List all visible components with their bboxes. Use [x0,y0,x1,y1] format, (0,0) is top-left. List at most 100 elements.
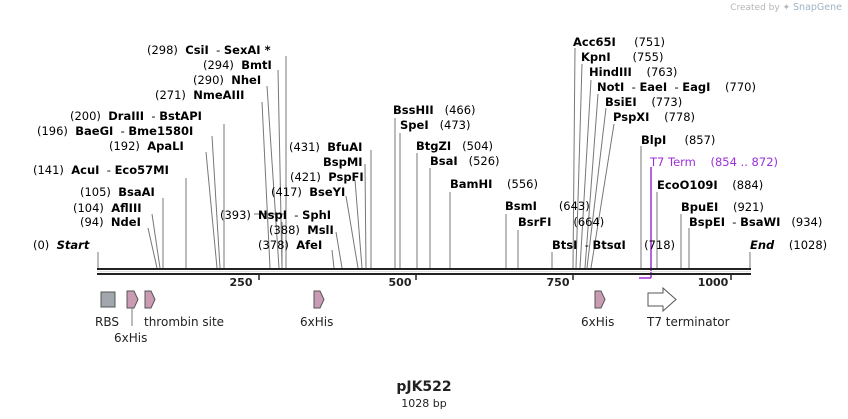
site-name: BsmI [505,199,537,213]
site-baegi[interactable]: (196) BaeGI - Bme1580I [37,124,194,138]
site-pos: (298) [147,43,178,57]
site-nspi[interactable]: NspI - SphI [258,208,332,222]
site-pos: (105) [80,185,111,199]
site-blpi[interactable]: BlpI (857) [641,133,715,147]
site-name: EcoO109I [657,178,718,192]
site-pos: (526) [468,154,500,168]
site-bsmi[interactable]: BsmI (643) [505,199,590,213]
site-pos: (504) [462,139,494,153]
site-name: NspI [258,208,287,222]
site-kpni[interactable]: KpnI (755) [581,50,663,64]
site-ecoo109i[interactable]: EcoO109I (884) [657,178,763,192]
site-pos: (884) [732,178,764,192]
site-csii[interactable]: (298) CsiI - SexAI * [147,43,271,57]
site-pos: (378) [258,238,289,252]
site-pos: (421) [290,170,321,184]
plasmid-name: pJK522 [396,379,452,395]
site-start[interactable]: (0) Start [33,238,89,252]
site-name: KpnI [581,50,611,64]
credit-brand: SnapGene [793,2,842,13]
site-pos: (473) [439,118,471,132]
site-pos: (921) [732,200,764,214]
site-pos: (755) [632,50,664,64]
t7-term-bracket [639,167,652,279]
site-name-2: SphI [302,208,332,222]
site-pos: (290) [193,73,224,87]
site-pos: (773) [651,95,683,109]
feature-label-rbs: RBS [95,315,119,329]
site-spei[interactable]: SpeI (473) [400,118,471,132]
site-msli[interactable]: (388) MslI [269,223,334,237]
site-name: HindIII [589,65,632,79]
site-afei[interactable]: (378) AfeI [258,238,322,252]
site-name-2: SexAI * [223,43,271,57]
site-end[interactable]: End (1028) [750,238,827,252]
site-pos: (104) [73,201,104,215]
site-pos: (664) [573,215,605,229]
feature-t7-term-label[interactable]: T7 Term (854 .. 872) [650,155,778,169]
feature-t7-terminator [647,286,677,313]
site-noti[interactable]: NotI - EaeI - EagI (770) [597,80,756,94]
site-name-3: EagI [682,80,711,94]
feature-6xhis-1 [126,290,139,326]
site-name: BlpI [641,133,667,147]
site-name: End [750,238,775,252]
site-pos: (751) [634,35,666,49]
dna-backbone [97,268,751,275]
site-bfuai[interactable]: (431) BfuAI [289,140,362,154]
site-pspfi[interactable]: (421) PspFI [290,170,364,184]
site-pos: (763) [646,65,678,79]
site-nhei[interactable]: (290) NheI [193,73,261,87]
site-bspei[interactable]: BspEI - BsaWI (934) [689,215,823,229]
site-acui[interactable]: (141) AcuI - Eco57MI [33,163,169,177]
site-name-2: BstAPI [159,109,202,123]
site-pos: (196) [37,124,68,138]
site-name-2: BtsαI [592,238,626,252]
site-pspxi[interactable]: PspXI (778) [613,110,695,124]
site-pos: (643) [558,199,590,213]
site-pos: (431) [289,140,320,154]
site-name: MslI [307,223,334,237]
site-name: BtsI [552,238,578,252]
site-bsiei[interactable]: BsiEI (773) [605,95,682,109]
site-name: NdeI [110,215,141,229]
site-bspmi[interactable]: BspMI [323,155,363,169]
site-393-pos[interactable]: (393) [220,208,251,222]
site-afliii[interactable]: (104) AflIII [73,201,142,215]
site-bsaai[interactable]: (105) BsaAI [80,185,155,199]
site-pos: (857) [684,133,716,147]
site-pos: (388) [269,223,300,237]
site-draiii[interactable]: (200) DraIII - BstAPI [70,109,202,123]
scale-label-1000: 1000 [697,276,729,289]
site-name: NheI [231,73,262,87]
site-name: CsiI [185,43,209,57]
site-acc65i[interactable]: Acc65I (751) [573,35,665,49]
scale-label-500: 500 [388,276,412,289]
scale-label-250: 250 [229,276,253,289]
site-bsshii[interactable]: BssHII (466) [393,103,476,117]
site-btsi[interactable]: BtsI - BtsαI (718) [552,238,676,252]
feature-thrombin-site [144,290,156,309]
site-bmti[interactable]: (294) BmtI [203,58,272,72]
site-name-2: BsaWI [740,215,781,229]
site-name: ApaLI [147,139,184,153]
site-bseyi[interactable]: (417) BseYI [271,185,345,199]
site-bpuei[interactable]: BpuEI (921) [681,200,764,214]
site-bamhi[interactable]: BamHI (556) [450,177,538,191]
snapgene-logo-icon: ✦ [782,3,791,13]
site-pos: (271) [155,88,186,102]
site-bsai[interactable]: BsaI (526) [430,154,500,168]
plasmid-length: 1028 bp [401,397,447,410]
scale-label-750: 750 [546,276,570,289]
site-nmeaiii[interactable]: (271) NmeAIII [155,88,244,102]
site-bsrfi[interactable]: BsrFI (664) [518,215,604,229]
site-apali[interactable]: (192) ApaLI [109,139,184,153]
site-leader-lines [97,47,751,269]
site-ndei[interactable]: (94) NdeI [80,215,141,229]
site-name-2: Bme1580I [128,124,194,138]
site-btgzi[interactable]: BtgZI (504) [416,139,493,153]
site-name: SpeI [400,118,429,132]
site-hindiii[interactable]: HindIII (763) [589,65,677,79]
site-pos: (466) [444,103,476,117]
feature-label-t7-terminator: T7 terminator [647,315,730,329]
